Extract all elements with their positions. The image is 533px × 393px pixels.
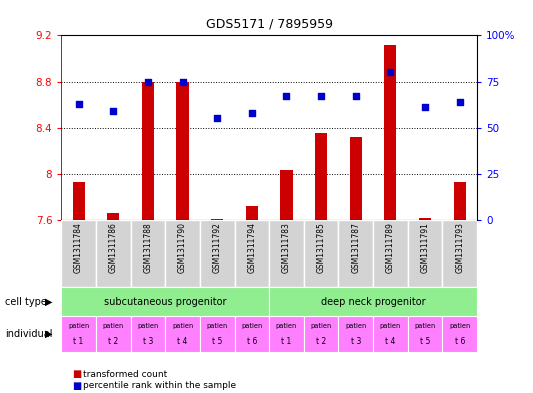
Text: patien: patien (207, 323, 228, 329)
Text: individual: individual (5, 329, 53, 339)
Text: GSM1311785: GSM1311785 (317, 222, 326, 273)
Text: GSM1311794: GSM1311794 (247, 222, 256, 273)
Text: GSM1311788: GSM1311788 (143, 222, 152, 273)
Bar (200, 220, 235, 287)
Text: patien: patien (276, 323, 297, 329)
Point (282, 93, 290, 99)
Bar (338, 220, 373, 287)
Text: GDS5171 / 7895959: GDS5171 / 7895959 (206, 18, 333, 31)
Point (144, 79, 152, 85)
Text: GSM1311789: GSM1311789 (386, 222, 395, 273)
Text: t 4: t 4 (385, 337, 395, 346)
Text: patien: patien (311, 323, 332, 329)
Text: GSM1311784: GSM1311784 (74, 222, 83, 273)
Bar (304, 220, 338, 287)
Bar (408, 220, 442, 287)
Bar (269, 287, 477, 316)
Text: percentile rank within the sample: percentile rank within the sample (83, 382, 236, 390)
Text: patien: patien (241, 323, 262, 329)
Bar (61, 316, 96, 352)
Text: patien: patien (68, 323, 89, 329)
Text: patien: patien (380, 323, 401, 329)
Bar (165, 220, 200, 287)
Text: t 6: t 6 (455, 337, 465, 346)
Bar (384, 45, 397, 220)
Bar (107, 213, 119, 220)
Point (352, 93, 360, 99)
Bar (350, 137, 362, 220)
Point (178, 79, 187, 85)
Text: t 2: t 2 (108, 337, 118, 346)
Point (213, 116, 222, 122)
Point (247, 110, 256, 116)
Bar (235, 220, 269, 287)
Bar (96, 316, 131, 352)
Text: transformed count: transformed count (83, 370, 167, 378)
Text: GSM1311787: GSM1311787 (351, 222, 360, 273)
Bar (315, 134, 327, 220)
Text: GSM1311790: GSM1311790 (178, 222, 187, 273)
Bar (235, 316, 269, 352)
Bar (338, 316, 373, 352)
Bar (142, 81, 154, 220)
Text: ■: ■ (72, 369, 81, 379)
Bar (373, 316, 408, 352)
Text: t 3: t 3 (143, 337, 153, 346)
Bar (200, 316, 235, 352)
Point (317, 93, 325, 99)
Text: t 6: t 6 (247, 337, 257, 346)
Bar (131, 316, 165, 352)
Bar (72, 182, 85, 220)
Text: patien: patien (449, 323, 470, 329)
Text: GSM1311793: GSM1311793 (455, 222, 464, 273)
Text: ▶: ▶ (45, 297, 53, 307)
Bar (131, 220, 165, 287)
Bar (419, 218, 431, 220)
Bar (61, 220, 96, 287)
Text: GSM1311791: GSM1311791 (421, 222, 430, 273)
Text: patien: patien (345, 323, 366, 329)
Text: t 3: t 3 (351, 337, 361, 346)
Point (455, 99, 464, 105)
Bar (442, 316, 477, 352)
Text: ■: ■ (72, 381, 81, 391)
Text: patien: patien (103, 323, 124, 329)
Text: subcutaneous progenitor: subcutaneous progenitor (104, 297, 227, 307)
Text: ▶: ▶ (45, 329, 53, 339)
Bar (408, 316, 442, 352)
Text: patien: patien (138, 323, 158, 329)
Text: patien: patien (415, 323, 435, 329)
Text: t 4: t 4 (177, 337, 188, 346)
Text: GSM1311792: GSM1311792 (213, 222, 222, 273)
Bar (442, 220, 477, 287)
Text: GSM1311786: GSM1311786 (109, 222, 118, 273)
Text: deep neck progenitor: deep neck progenitor (321, 297, 425, 307)
Text: cell type: cell type (5, 297, 47, 307)
Point (75, 101, 83, 107)
Text: patien: patien (172, 323, 193, 329)
Bar (304, 316, 338, 352)
Bar (269, 316, 304, 352)
Bar (96, 220, 131, 287)
Point (386, 69, 394, 75)
Bar (269, 220, 304, 287)
Point (109, 108, 117, 114)
Text: t 1: t 1 (281, 337, 292, 346)
Text: t 2: t 2 (316, 337, 326, 346)
Text: t 1: t 1 (74, 337, 84, 346)
Bar (61, 287, 269, 316)
Bar (176, 81, 189, 220)
Bar (211, 219, 223, 220)
Bar (280, 171, 293, 220)
Text: t 5: t 5 (212, 337, 222, 346)
Text: GSM1311783: GSM1311783 (282, 222, 291, 273)
Bar (454, 182, 466, 220)
Text: t 5: t 5 (420, 337, 430, 346)
Point (421, 104, 429, 110)
Bar (165, 316, 200, 352)
Bar (246, 206, 258, 220)
Bar (373, 220, 408, 287)
